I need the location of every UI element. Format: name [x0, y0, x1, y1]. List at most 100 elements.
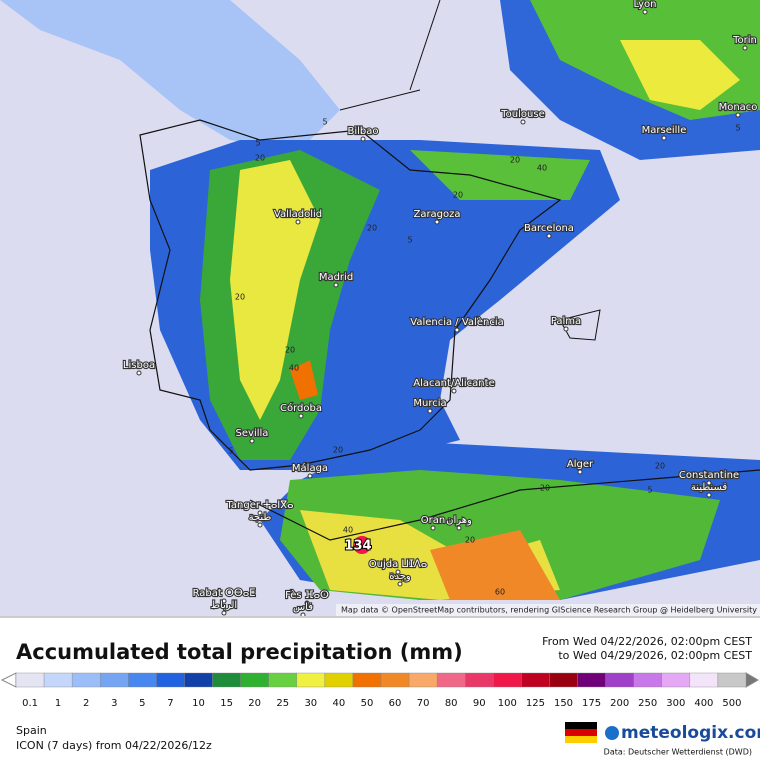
city-dot [298, 413, 304, 419]
source: Data: Deutscher Wetterdienst (DWD) [604, 748, 752, 757]
scale-swatch [324, 672, 354, 688]
scale-label: 10 [192, 698, 205, 709]
city-label: فاس [293, 602, 313, 613]
contour-label: 5 [322, 118, 327, 127]
scale-swatch [212, 672, 241, 688]
city-dot [642, 9, 648, 15]
scale-swatch [689, 672, 719, 688]
city-dot [456, 525, 462, 531]
city-dot [735, 112, 741, 118]
contour-label: 20 [255, 154, 265, 163]
scale-label: 0.1 [22, 698, 38, 709]
scale-swatch [100, 672, 129, 688]
city-label: Toulouse [500, 109, 544, 120]
city-label: Barcelona [524, 223, 574, 234]
scale-label: 70 [417, 698, 430, 709]
scale-label: 175 [582, 698, 601, 709]
city-label: وهران [446, 515, 472, 526]
city-dot [295, 219, 301, 225]
scale-label: 7 [167, 698, 173, 709]
scale-label: 250 [638, 698, 657, 709]
logo [605, 726, 619, 740]
city-label: Bilbao [347, 126, 378, 137]
city-dot [706, 480, 712, 486]
brand[interactable]: meteologix.com [621, 723, 760, 743]
contour-label: 20 [453, 191, 463, 200]
city-dot [434, 219, 440, 225]
city-label: Zaragoza [413, 209, 460, 220]
contour-label: 20 [510, 156, 520, 165]
attribution-bg [336, 604, 760, 616]
scale-label: 5 [139, 698, 145, 709]
contour-label: 5 [407, 236, 412, 245]
contour-label: 20 [655, 462, 665, 471]
field-max [353, 536, 371, 554]
contour-label: 20 [367, 224, 377, 233]
legend: Accumulated total precipitation (mm) Fro… [0, 616, 760, 757]
city-label: Marseille [642, 125, 687, 136]
city-dot [300, 612, 306, 616]
contour-label: 5 [255, 139, 260, 148]
scale-swatch [240, 672, 269, 688]
field [0, 0, 340, 150]
city-label: Alacant/Alicante [413, 378, 494, 389]
scale-label: 3 [111, 698, 117, 709]
city-dot [430, 525, 436, 531]
contour-label: 20 [540, 484, 550, 493]
city-dot [333, 282, 339, 288]
scale-swatch [605, 672, 634, 688]
scale-swatch [156, 672, 185, 688]
city-dot [454, 327, 460, 333]
city-label: Monaco [719, 102, 758, 113]
scale-label: 2 [83, 698, 89, 709]
contour-label: 5 [228, 447, 233, 456]
city-label: Sevilla [236, 428, 269, 439]
scale-label: 400 [694, 698, 713, 709]
scale-label: 40 [333, 698, 346, 709]
city-label: Tanger ⵜⴰⵏⴳⴰ [225, 500, 293, 511]
city-dot [360, 136, 366, 142]
city-label: Valladolid [274, 209, 322, 220]
field [410, 150, 590, 200]
city-dot [221, 598, 227, 604]
scale-label: 20 [248, 698, 261, 709]
model: ICON (7 days) from 04/22/2026/12z [16, 739, 212, 752]
scale-label: 15 [220, 698, 233, 709]
scale-label: 90 [473, 698, 486, 709]
scale-swatch [380, 672, 410, 688]
city-dot [257, 510, 263, 516]
coastline [139, 119, 562, 471]
city-label: Alger [567, 459, 594, 470]
field [430, 530, 560, 600]
flag [565, 736, 597, 743]
scale-swatch [184, 672, 213, 688]
scale-swatch [43, 672, 73, 688]
scale-swatch [128, 672, 157, 688]
coastline [249, 469, 760, 541]
scale-label: 125 [526, 698, 545, 709]
city-dot [249, 438, 255, 444]
city-label: Palma [551, 316, 581, 327]
scale-swatch [549, 672, 578, 688]
city-label: Oran [421, 515, 445, 526]
scale-label: 500 [722, 698, 741, 709]
scale-label: 30 [304, 698, 317, 709]
city-label: Lyon [633, 0, 656, 10]
city-label: Torin [732, 35, 757, 46]
scale-swatch [408, 672, 438, 688]
scale-swatch [71, 672, 101, 688]
city-dot [520, 119, 526, 125]
city-dot [395, 569, 401, 575]
coastline [339, 0, 441, 111]
contour-label: 5 [735, 124, 740, 133]
island [559, 309, 601, 341]
scale-label: 100 [498, 698, 517, 709]
flag [565, 722, 597, 729]
city-dot [706, 492, 712, 498]
scale-label: 50 [361, 698, 374, 709]
contour-label: 60 [495, 588, 505, 597]
scale-swatch [465, 672, 494, 688]
scale-label: 150 [554, 698, 573, 709]
contour-label: 5 [647, 486, 652, 495]
